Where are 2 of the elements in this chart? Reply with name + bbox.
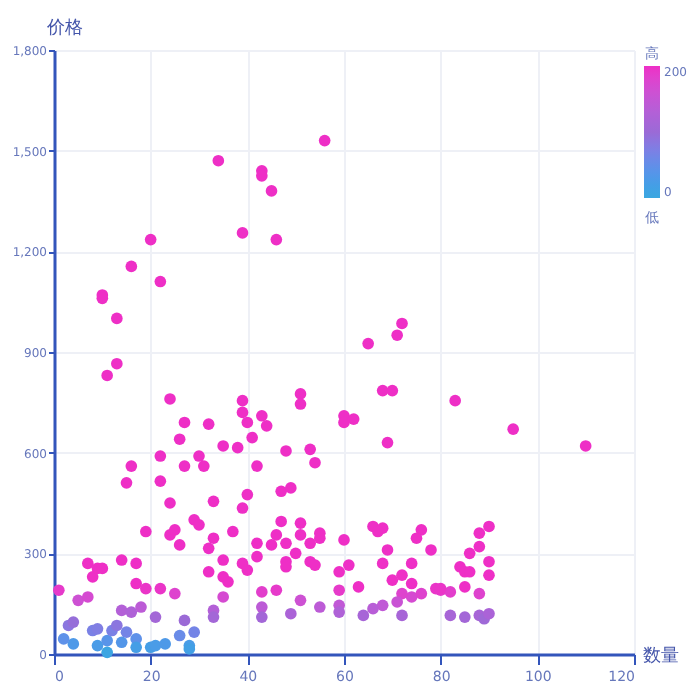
y-axis-title: 价格 [45, 17, 83, 39]
x-axis-title: 数量 [643, 645, 679, 667]
